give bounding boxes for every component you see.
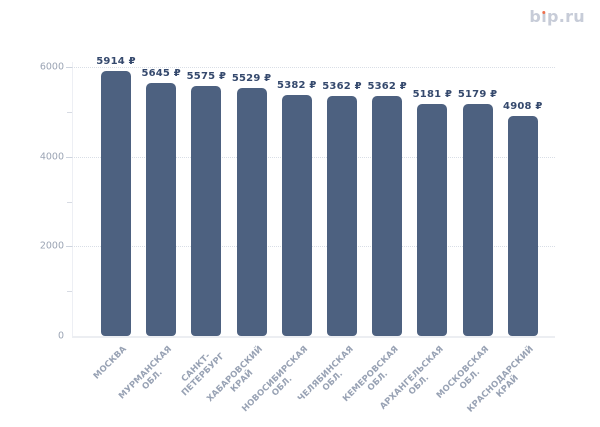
bar[interactable] bbox=[462, 103, 493, 336]
bar[interactable] bbox=[417, 103, 448, 336]
bar-value-label: 5575 ₽ bbox=[186, 71, 227, 83]
bar[interactable] bbox=[236, 88, 267, 336]
bar-value-label: 5645 ₽ bbox=[141, 67, 181, 79]
bar[interactable] bbox=[281, 94, 312, 336]
gridline-y-6000 bbox=[72, 67, 555, 68]
y-tick-label: 4000 bbox=[39, 151, 64, 163]
y-tick-label: 6000 bbox=[39, 61, 64, 73]
gridline-y-4000 bbox=[72, 156, 555, 158]
bar-value-label: 5529 ₽ bbox=[231, 73, 272, 85]
bar[interactable] bbox=[507, 115, 538, 336]
logo-text: b bbox=[529, 7, 542, 26]
x-axis-label: МОСКВА bbox=[92, 344, 130, 382]
logo-text: p.ru bbox=[546, 7, 585, 26]
bar[interactable] bbox=[146, 82, 177, 336]
bar[interactable] bbox=[372, 95, 403, 336]
bar-value-label: 5382 ₽ bbox=[277, 79, 317, 91]
bar-value-label: 5362 ₽ bbox=[322, 80, 362, 92]
y-tick-label: 0 bbox=[57, 330, 64, 342]
x-axis-label: МУРМАНСКАЯ ОБЛ. bbox=[117, 344, 181, 408]
bar-value-label: 4908 ₽ bbox=[503, 100, 543, 112]
bar-value-label: 5914 ₽ bbox=[96, 55, 136, 67]
bar-value-label: 5362 ₽ bbox=[367, 80, 407, 92]
logo-accent-dot-icon bbox=[542, 10, 546, 14]
y-minor-tick bbox=[67, 291, 72, 293]
x-axis-label-line: МОСКВА bbox=[92, 344, 130, 382]
y-minor-tick bbox=[67, 111, 72, 113]
x-axis-line bbox=[72, 336, 555, 338]
bar[interactable] bbox=[191, 86, 222, 336]
bar[interactable] bbox=[327, 95, 357, 336]
logo-letter-i: ı bbox=[541, 7, 547, 26]
bar-value-label: 5181 ₽ bbox=[412, 88, 453, 100]
y-major-tick bbox=[66, 246, 72, 248]
brand-logo: bı p.ru bbox=[529, 9, 585, 25]
gridline-y-2000 bbox=[72, 246, 555, 248]
y-major-tick bbox=[66, 156, 72, 158]
y-minor-tick bbox=[67, 201, 72, 203]
y-major-tick bbox=[66, 67, 72, 68]
y-tick-label: 2000 bbox=[39, 240, 64, 252]
bar-value-label: 5179 ₽ bbox=[457, 88, 498, 100]
bar[interactable] bbox=[101, 70, 131, 336]
y-axis-line bbox=[72, 62, 73, 336]
